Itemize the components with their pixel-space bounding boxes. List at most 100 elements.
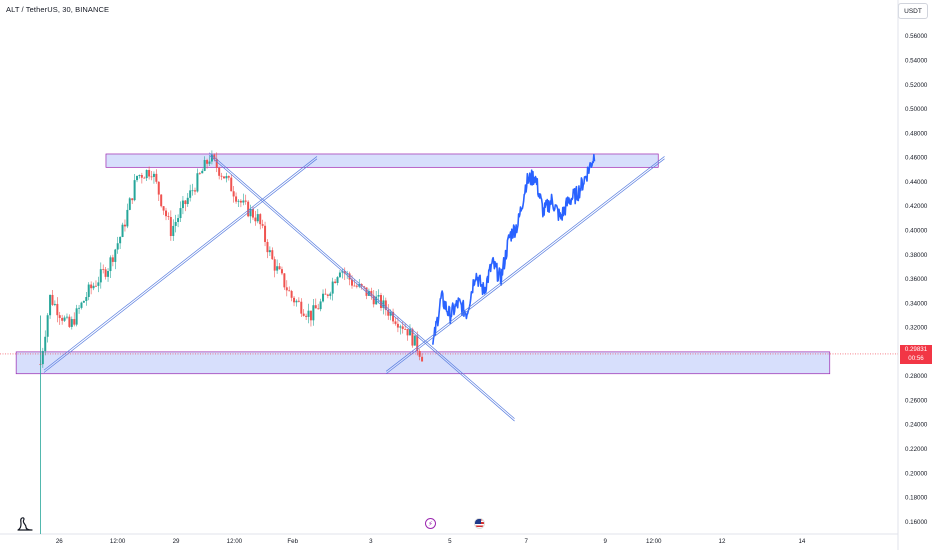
projection-path xyxy=(432,153,596,345)
y-tick-label: 0.34000 xyxy=(905,300,928,307)
x-tick-label: 3 xyxy=(369,538,373,545)
candle-body xyxy=(413,335,416,346)
x-tick-label: 5 xyxy=(448,538,452,545)
price-axis[interactable]: 0.56000 0.54000 0.52000 0.50000 0.48000 0.460… xyxy=(905,33,928,526)
candle-body xyxy=(201,170,204,174)
resistance-zone[interactable] xyxy=(105,153,659,168)
x-tick-label: 12 xyxy=(719,538,726,545)
candle-body xyxy=(220,175,223,177)
candle-body xyxy=(288,290,291,292)
candle-body xyxy=(53,303,56,305)
candle-body xyxy=(133,180,136,201)
y-tick-label: 0.44000 xyxy=(905,179,928,186)
x-tick-label: 14 xyxy=(798,538,805,545)
candle-body xyxy=(404,328,407,330)
candle-body xyxy=(346,273,349,275)
candle-body xyxy=(343,271,346,274)
candle-body xyxy=(251,208,254,218)
ascending-line-right[interactable] xyxy=(385,156,665,372)
candle-body xyxy=(218,167,221,176)
candle-body xyxy=(46,315,49,337)
descending-line[interactable] xyxy=(209,152,515,419)
y-tick-label: 0.42000 xyxy=(905,203,928,210)
y-tick-label: 0.22000 xyxy=(905,446,928,453)
candle-body xyxy=(145,169,148,179)
candle-body xyxy=(370,290,373,296)
candle-body xyxy=(97,282,100,286)
x-tick-label: 7 xyxy=(525,538,529,545)
y-tick-label: 0.54000 xyxy=(905,57,928,64)
y-tick-label: 0.20000 xyxy=(905,470,928,477)
candle-body xyxy=(75,308,78,325)
current-price-badge: 0.29831 00:56 xyxy=(900,345,932,364)
candle-body xyxy=(63,317,66,321)
candle-body xyxy=(227,176,230,178)
trendlines-layer xyxy=(43,152,665,422)
candle-body xyxy=(172,225,175,237)
candle-body xyxy=(312,305,315,321)
candle-body xyxy=(418,351,421,357)
time-axis[interactable]: 26 12:00 29 12:00 Feb 3 5 7 9 12:00 12 14 xyxy=(56,538,806,545)
candle-body xyxy=(61,317,64,321)
candle-body xyxy=(111,257,114,262)
descending-line[interactable] xyxy=(209,154,515,422)
candle-body xyxy=(65,316,68,318)
support-zone[interactable] xyxy=(15,351,831,375)
candle-body xyxy=(295,300,298,303)
candle-body xyxy=(155,173,158,182)
candle-body xyxy=(396,323,399,328)
candle-body xyxy=(411,328,414,346)
candle-body xyxy=(322,293,325,302)
candle-body xyxy=(261,224,264,226)
candle-body xyxy=(186,197,189,205)
candle-body xyxy=(268,250,271,253)
current-price-value: 0.29831 xyxy=(904,346,928,353)
candle-body xyxy=(107,271,110,277)
ascending-channel-left[interactable] xyxy=(43,156,318,371)
candle-body xyxy=(44,336,47,352)
projection-layer xyxy=(432,153,596,345)
lightning-event-icon[interactable]: ⚡ xyxy=(425,518,436,529)
candle-body xyxy=(302,313,305,316)
candle-body xyxy=(140,174,143,178)
candle-body xyxy=(394,321,397,324)
candle-body xyxy=(314,305,317,309)
x-tick-label: Feb xyxy=(287,538,298,545)
candle-body xyxy=(102,269,105,270)
candle-body xyxy=(58,315,61,318)
candle-body xyxy=(90,284,93,289)
candle-body xyxy=(392,311,395,322)
candle-body xyxy=(329,293,332,296)
candle-body xyxy=(41,351,44,365)
candle-body xyxy=(198,173,201,175)
candle-body xyxy=(254,217,257,222)
candle-body xyxy=(353,285,356,287)
candle-body xyxy=(259,214,262,225)
y-tick-label: 0.32000 xyxy=(905,325,928,332)
candle-body xyxy=(341,271,344,273)
candle-body xyxy=(326,294,329,296)
chart-title: ALT / TetherUS, 30, BINANCE xyxy=(6,5,110,14)
candle-body xyxy=(225,176,228,179)
candle-body xyxy=(116,243,119,250)
ascending-channel-left[interactable] xyxy=(43,158,318,373)
candle-body xyxy=(123,224,126,227)
candle-body xyxy=(148,169,151,177)
ascending-line-right[interactable] xyxy=(385,158,665,374)
candle-body xyxy=(121,224,124,237)
candle-body xyxy=(309,310,312,321)
us-flag-event-icon[interactable] xyxy=(474,518,485,529)
candle-body xyxy=(78,307,81,309)
candle-body xyxy=(290,291,293,298)
candle-body xyxy=(184,200,187,205)
candle-body xyxy=(165,210,168,217)
candle-body xyxy=(162,206,165,211)
tradingview-logo-icon[interactable] xyxy=(16,514,34,532)
bar-countdown: 00:56 xyxy=(908,355,924,362)
candle-body xyxy=(73,319,76,325)
candle-body xyxy=(336,277,339,283)
candle-body xyxy=(264,225,267,242)
y-tick-label: 0.36000 xyxy=(905,276,928,283)
candle-body xyxy=(68,316,71,327)
